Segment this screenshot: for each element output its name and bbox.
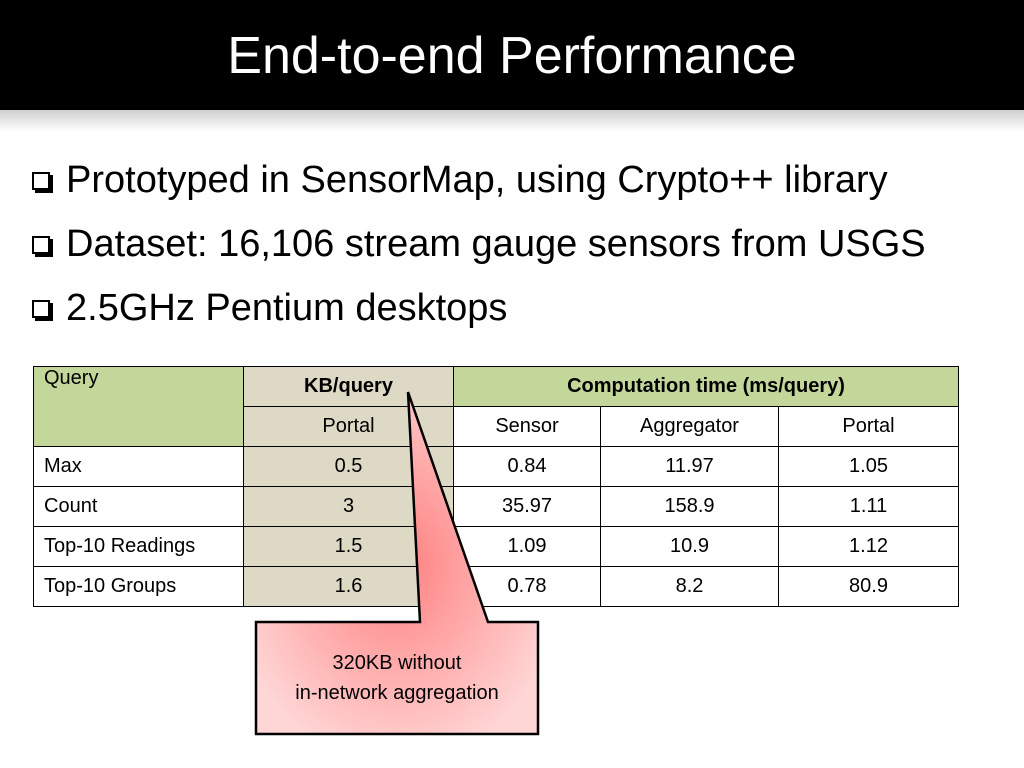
portal-cell: 1.05 [778, 446, 959, 487]
sensor-cell: 35.97 [453, 486, 601, 527]
bullet-text: 2.5GHz Pentium desktops [66, 287, 508, 329]
callout-text: 320KB without in-network aggregation [258, 648, 536, 708]
aggregator-cell: 8.2 [600, 566, 779, 607]
kb-cell: 1.6 [243, 566, 454, 607]
query-header: Query [33, 366, 244, 447]
subheader-cell: Aggregator [600, 406, 779, 447]
portal-cell: 1.12 [778, 526, 959, 567]
portal-cell: 80.9 [778, 566, 959, 607]
portal-cell: 1.11 [778, 486, 959, 527]
bullet-item: 2.5GHz Pentium desktops [30, 280, 1010, 344]
checkbox-bullet-icon [32, 300, 50, 318]
title-shadow [0, 110, 1024, 132]
table-row: Count 3 35.97 158.9 1.11 [33, 486, 959, 527]
title-bar [0, 0, 1024, 110]
kb-cell: 1.5 [243, 526, 454, 567]
query-cell: Count [33, 486, 244, 527]
kb-cell: 3 [243, 486, 454, 527]
bullet-item: Dataset: 16,106 stream gauge sensors fro… [30, 216, 1010, 280]
table-header-row: Query KB/query Computation time (ms/quer… [33, 366, 959, 447]
computation-header: Computation time (ms/query) [453, 366, 959, 407]
callout-line: in-network aggregation [295, 682, 499, 704]
callout-line: 320KB without [332, 652, 462, 674]
aggregator-cell: 158.9 [600, 486, 779, 527]
subheader-cell: Portal [243, 406, 454, 447]
checkbox-bullet-icon [32, 172, 50, 190]
bullet-text: Dataset: 16,106 stream gauge sensors fro… [66, 223, 926, 265]
subheader-cell: Portal [778, 406, 959, 447]
query-cell: Top-10 Groups [33, 566, 244, 607]
aggregator-cell: 11.97 [600, 446, 779, 487]
checkbox-bullet-icon [32, 236, 50, 254]
subheader-cell: Sensor [453, 406, 601, 447]
performance-table: Query KB/query Computation time (ms/quer… [33, 366, 959, 607]
table-row: Top-10 Groups 1.6 0.78 8.2 80.9 [33, 566, 959, 607]
slide-title: End-to-end Performance [227, 27, 797, 85]
query-cell: Top-10 Readings [33, 526, 244, 567]
bullet-item: Prototyped in SensorMap, using Crypto++ … [30, 152, 1010, 216]
sensor-cell: 1.09 [453, 526, 601, 567]
table-row: Max 0.5 0.84 11.97 1.05 [33, 446, 959, 487]
bullet-text: Prototyped in SensorMap, using Crypto++ … [66, 159, 888, 201]
table-row: Top-10 Readings 1.5 1.09 10.9 1.12 [33, 526, 959, 567]
kb-cell: 0.5 [243, 446, 454, 487]
sensor-cell: 0.78 [453, 566, 601, 607]
query-cell: Max [33, 446, 244, 487]
bullet-list: Prototyped in SensorMap, using Crypto++ … [30, 152, 1010, 344]
kb-header: KB/query [243, 366, 454, 407]
aggregator-cell: 10.9 [600, 526, 779, 567]
sensor-cell: 0.84 [453, 446, 601, 487]
